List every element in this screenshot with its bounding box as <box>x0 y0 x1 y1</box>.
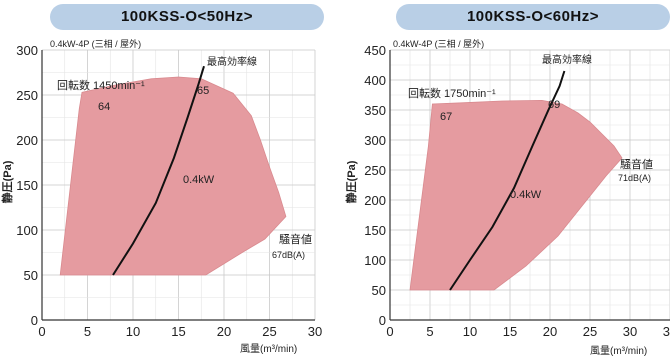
noise-db-value: 67dB(A) <box>272 250 305 260</box>
y-tick-label: 250 <box>16 88 38 103</box>
fan-performance-chart-60hz: 0510152025303505010015020025030035040045… <box>344 43 670 357</box>
chart-subtitle: 0.4kW-4P (三相 / 屋外) <box>50 39 142 49</box>
y-axis-label: 静圧(Pa) <box>0 160 14 203</box>
y-tick-label: 150 <box>364 223 386 238</box>
efficiency-line-label: 最高効率線 <box>207 55 257 68</box>
y-tick-label: 100 <box>16 223 38 238</box>
noise-value-right: 69 <box>548 99 560 111</box>
noise-db-value: 71dB(A) <box>618 173 651 183</box>
chart-panel-60hz: 100KSS-O<60Hz> 0.4kW-4P (三相 / 屋外) 0 5 10 15… <box>335 0 670 359</box>
y-tick-label: 350 <box>364 103 386 118</box>
y-axis-label: 静圧(Pa) <box>344 160 358 203</box>
noise-label: 騒音値 <box>279 232 312 246</box>
x-tick-label: 25 <box>583 324 597 339</box>
y-tick-label: 100 <box>364 253 386 268</box>
operating-region <box>59 76 287 276</box>
x-axis-label: 風量(m³/min) <box>590 345 647 357</box>
noise-value-right: 65 <box>197 85 209 97</box>
y-tick-label: 50 <box>372 283 386 298</box>
x-tick-label: 5 <box>426 324 433 339</box>
power-annotation: 0.4kW <box>510 189 542 201</box>
x-axis-label: 風量(m³/min) <box>240 343 297 355</box>
noise-label: 騒音値 <box>620 157 653 171</box>
y-tick-label: 200 <box>16 133 38 148</box>
operating-region <box>409 99 623 291</box>
x-tick-label: 5 <box>84 324 91 339</box>
x-tick-label: 0 <box>386 324 393 339</box>
x-tick-label: 15 <box>171 324 185 339</box>
speed-annotation: 回転数 1750min⁻¹ <box>408 87 496 100</box>
y-tick-label: 300 <box>16 43 38 58</box>
x-tick-label: 20 <box>217 324 231 339</box>
y-tick-label: 450 <box>364 43 386 58</box>
y-tick-label: 50 <box>24 268 38 283</box>
y-tick-label: 0 <box>379 313 386 328</box>
x-tick-label: 35 <box>663 324 670 339</box>
chart-title: 100KSS-O<50Hz> <box>50 4 324 30</box>
y-tick-label: 150 <box>16 178 38 193</box>
efficiency-line-label: 最高効率線 <box>542 53 592 66</box>
x-tick-label: 25 <box>262 324 276 339</box>
y-tick-label: 200 <box>364 193 386 208</box>
chart-title: 100KSS-O<60Hz> <box>396 4 670 30</box>
fan-performance-chart-50hz: 0 5 10 15 20 25 30050100150200250300風量(m³/min)… <box>0 43 322 355</box>
y-tick-label: 400 <box>364 73 386 88</box>
x-tick-label: 15 <box>503 324 517 339</box>
y-tick-label: 300 <box>364 133 386 148</box>
y-tick-label: 0 <box>31 313 38 328</box>
chart-panel-50hz: 100KSS-O<50Hz> 0.4kW-4P (三相 / 屋外) 0 5 10 15… <box>0 4 324 355</box>
x-tick-label: 20 <box>543 324 557 339</box>
noise-value-left: 67 <box>440 111 452 123</box>
y-tick-label: 250 <box>364 163 386 178</box>
x-tick-label: 30 <box>308 324 322 339</box>
speed-annotation: 回転数 1450min⁻¹ <box>57 79 145 92</box>
efficiency-line <box>112 65 205 276</box>
x-tick-label: 0 <box>38 324 45 339</box>
noise-value-left: 64 <box>98 101 110 113</box>
x-tick-label: 30 <box>623 324 637 339</box>
x-tick-label: 10 <box>126 324 140 339</box>
x-tick-label: 10 <box>463 324 477 339</box>
chart-subtitle: 0.4kW-4P (三相 / 屋外) <box>393 39 485 49</box>
power-annotation: 0.4kW <box>183 174 215 186</box>
efficiency-line <box>449 70 566 291</box>
